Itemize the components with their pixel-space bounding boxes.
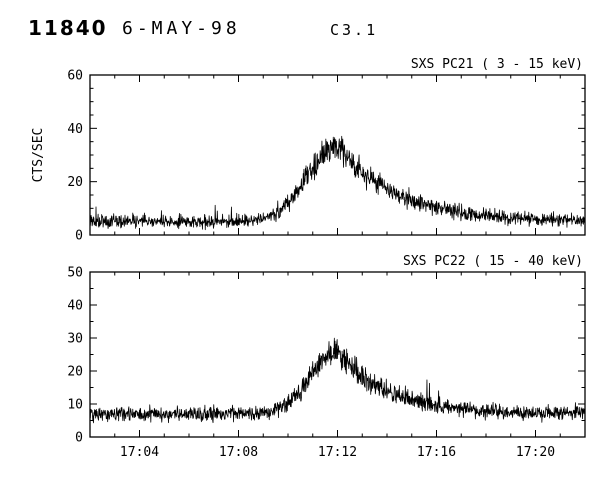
axes-box [89,74,586,236]
y-tick-label: 20 [67,175,83,190]
observation-date: 6-MAY-98 [122,18,241,39]
panel-title: SXS PC21 ( 3 - 15 keV) [411,57,583,72]
flare-class: C3.1 [330,21,379,39]
x-tick-label: 17:08 [219,445,258,460]
x-tick-label: 17:12 [318,445,357,460]
y-tick-label: 30 [67,332,83,347]
panel-1: 0 20 40 60 SXS PC21 ( 3 - 15 keV) CTS/SEC [31,57,586,244]
y-axis-label: CTS/SEC [31,128,46,183]
sequence-number: 11840 [28,16,108,40]
y-tick-label: 50 [67,266,83,281]
x-tick-label: 17:04 [120,445,159,460]
x-tick-label: 17:20 [516,445,555,460]
panel-title: SXS PC22 ( 15 - 40 keV) [403,254,583,269]
y-tick-label: 10 [67,398,83,413]
y-tick-label: 40 [67,299,83,314]
y-tick-label: 0 [75,431,83,446]
y-tick-label: 40 [67,122,83,137]
y-tick-label: 20 [67,365,83,380]
x-tick-label: 17:16 [417,445,456,460]
lightcurve-trace [89,337,586,424]
y-tick-label: 0 [75,229,83,244]
panel-2: 17:04 17:08 17:12 17:16 17:20 0 10 20 30 40 50 SXS … [67,254,586,460]
lightcurve-trace [89,135,586,231]
y-tick-label: 60 [67,69,83,84]
